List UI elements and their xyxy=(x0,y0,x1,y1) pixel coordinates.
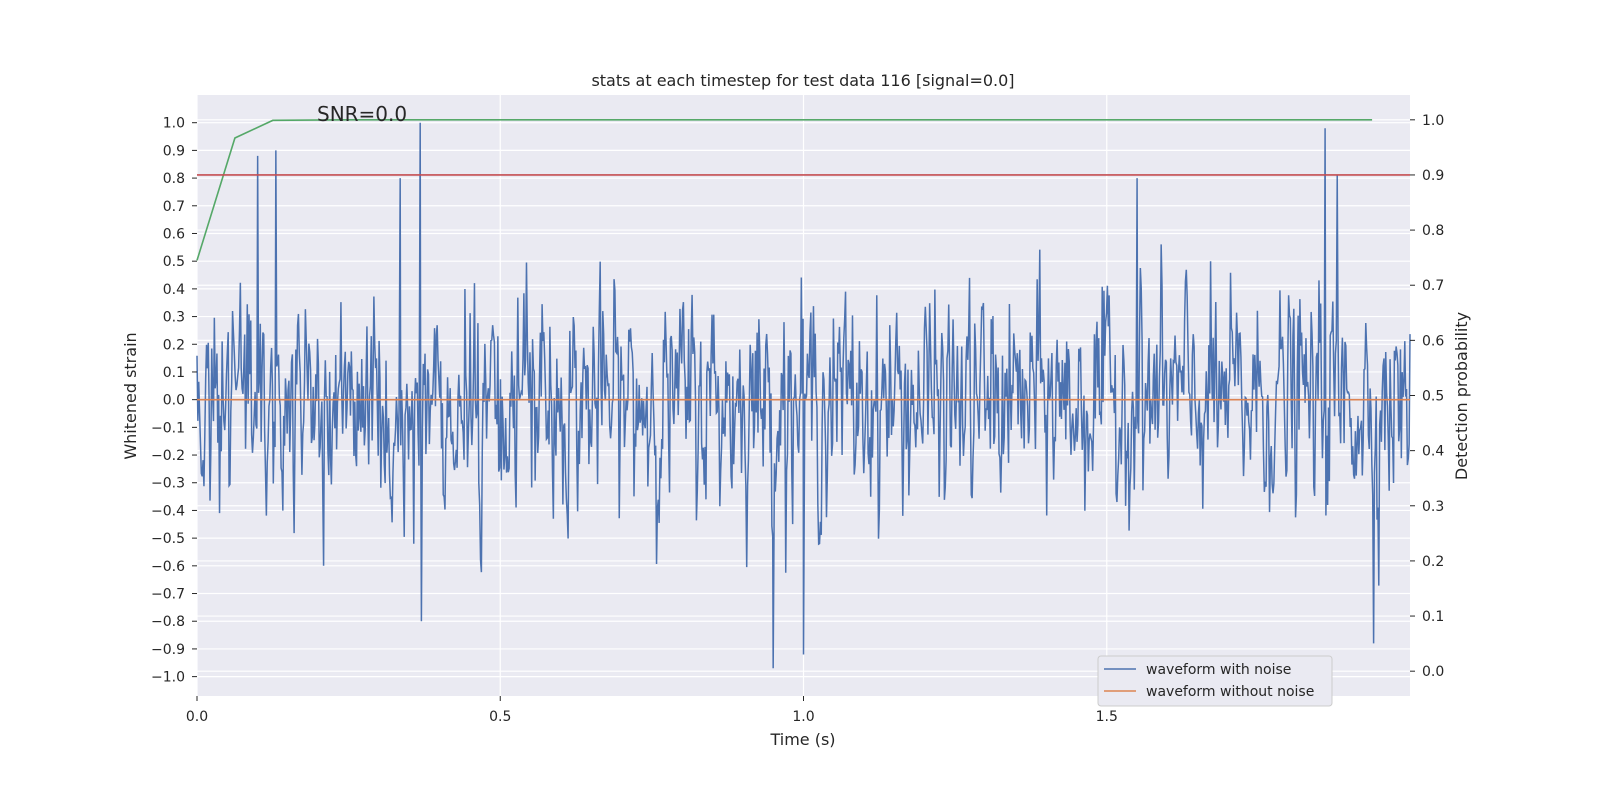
y-left-tick-label: −0.3 xyxy=(151,476,185,492)
y-right-tick-label: 0.7 xyxy=(1422,278,1444,294)
y-left-tick-label: −0.8 xyxy=(151,614,185,630)
y-left-tick-label: −0.2 xyxy=(151,448,185,464)
y-left-ticks: 1.0 0.9 0.8 0.7 0.6 0.5 0.4 0.3 0.2 0.1 0.0 −0.1 −0.… xyxy=(151,116,197,686)
y-left-tick-label: −0.1 xyxy=(151,420,185,436)
x-tick-label: 1.5 xyxy=(1096,709,1118,725)
y-left-tick-label: 0.4 xyxy=(163,282,185,298)
y-right-tick-label: 0.9 xyxy=(1422,168,1444,184)
x-ticks: 0.0 0.5 1.0 1.5 xyxy=(186,696,1118,725)
x-tick-label: 0.5 xyxy=(489,709,511,725)
y-right-tick-label: 0.0 xyxy=(1422,664,1444,680)
y-left-tick-label: 0.9 xyxy=(163,143,185,159)
legend-label-noise: waveform with noise xyxy=(1146,662,1291,678)
y-left-tick-label: 0.7 xyxy=(163,199,185,215)
y-left-tick-label: 0.0 xyxy=(163,393,185,409)
x-axis-title: Time (s) xyxy=(769,730,835,749)
legend-label-clean: waveform without noise xyxy=(1146,684,1314,700)
y-right-tick-label: 0.5 xyxy=(1422,389,1444,405)
y-left-tick-label: −0.9 xyxy=(151,642,185,658)
legend: waveform with noise waveform without noi… xyxy=(1097,655,1333,707)
series-waveform-with-noise xyxy=(196,122,1411,669)
chart-title: stats at each timestep for test data 116… xyxy=(591,71,1014,90)
y-right-tick-label: 0.2 xyxy=(1422,554,1444,570)
y-right-tick-label: 0.1 xyxy=(1422,609,1444,625)
y-right-tick-label: 0.4 xyxy=(1422,444,1444,460)
y-left-tick-label: 0.8 xyxy=(163,171,185,187)
y-left-tick-label: 0.2 xyxy=(163,337,185,353)
y-left-tick-label: −0.5 xyxy=(151,531,185,547)
y-left-tick-label: 0.3 xyxy=(163,310,185,326)
y-right-tick-label: 0.6 xyxy=(1422,333,1444,349)
y-right-tick-label: 0.8 xyxy=(1422,223,1444,239)
y-left-tick-label: −0.6 xyxy=(151,559,185,575)
y-left-tick-label: 1.0 xyxy=(163,116,185,132)
y-left-axis-title: Whitened strain xyxy=(121,332,140,459)
y-left-tick-label: 0.5 xyxy=(163,254,185,270)
series-detection-probability xyxy=(196,119,1373,261)
y-left-tick-label: 0.1 xyxy=(163,365,185,381)
y-left-tick-label: −0.4 xyxy=(151,503,185,519)
snr-annotation: SNR=0.0 xyxy=(317,102,407,126)
y-right-tick-label: 1.0 xyxy=(1422,113,1444,129)
legend-box xyxy=(1097,655,1333,707)
y-right-ticks: 1.0 0.9 0.8 0.7 0.6 0.5 0.4 0.3 0.2 0.1 0.0 xyxy=(1410,113,1444,680)
y-right-tick-label: 0.3 xyxy=(1422,499,1444,515)
y-left-tick-label: −0.7 xyxy=(151,587,185,603)
x-tick-label: 1.0 xyxy=(792,709,814,725)
y-right-axis-title: Detection probability xyxy=(1452,312,1471,480)
x-tick-label: 0.0 xyxy=(186,709,208,725)
series-layer xyxy=(196,119,1411,669)
y-left-tick-label: −1.0 xyxy=(151,670,185,686)
y-left-tick-label: 0.6 xyxy=(163,226,185,242)
